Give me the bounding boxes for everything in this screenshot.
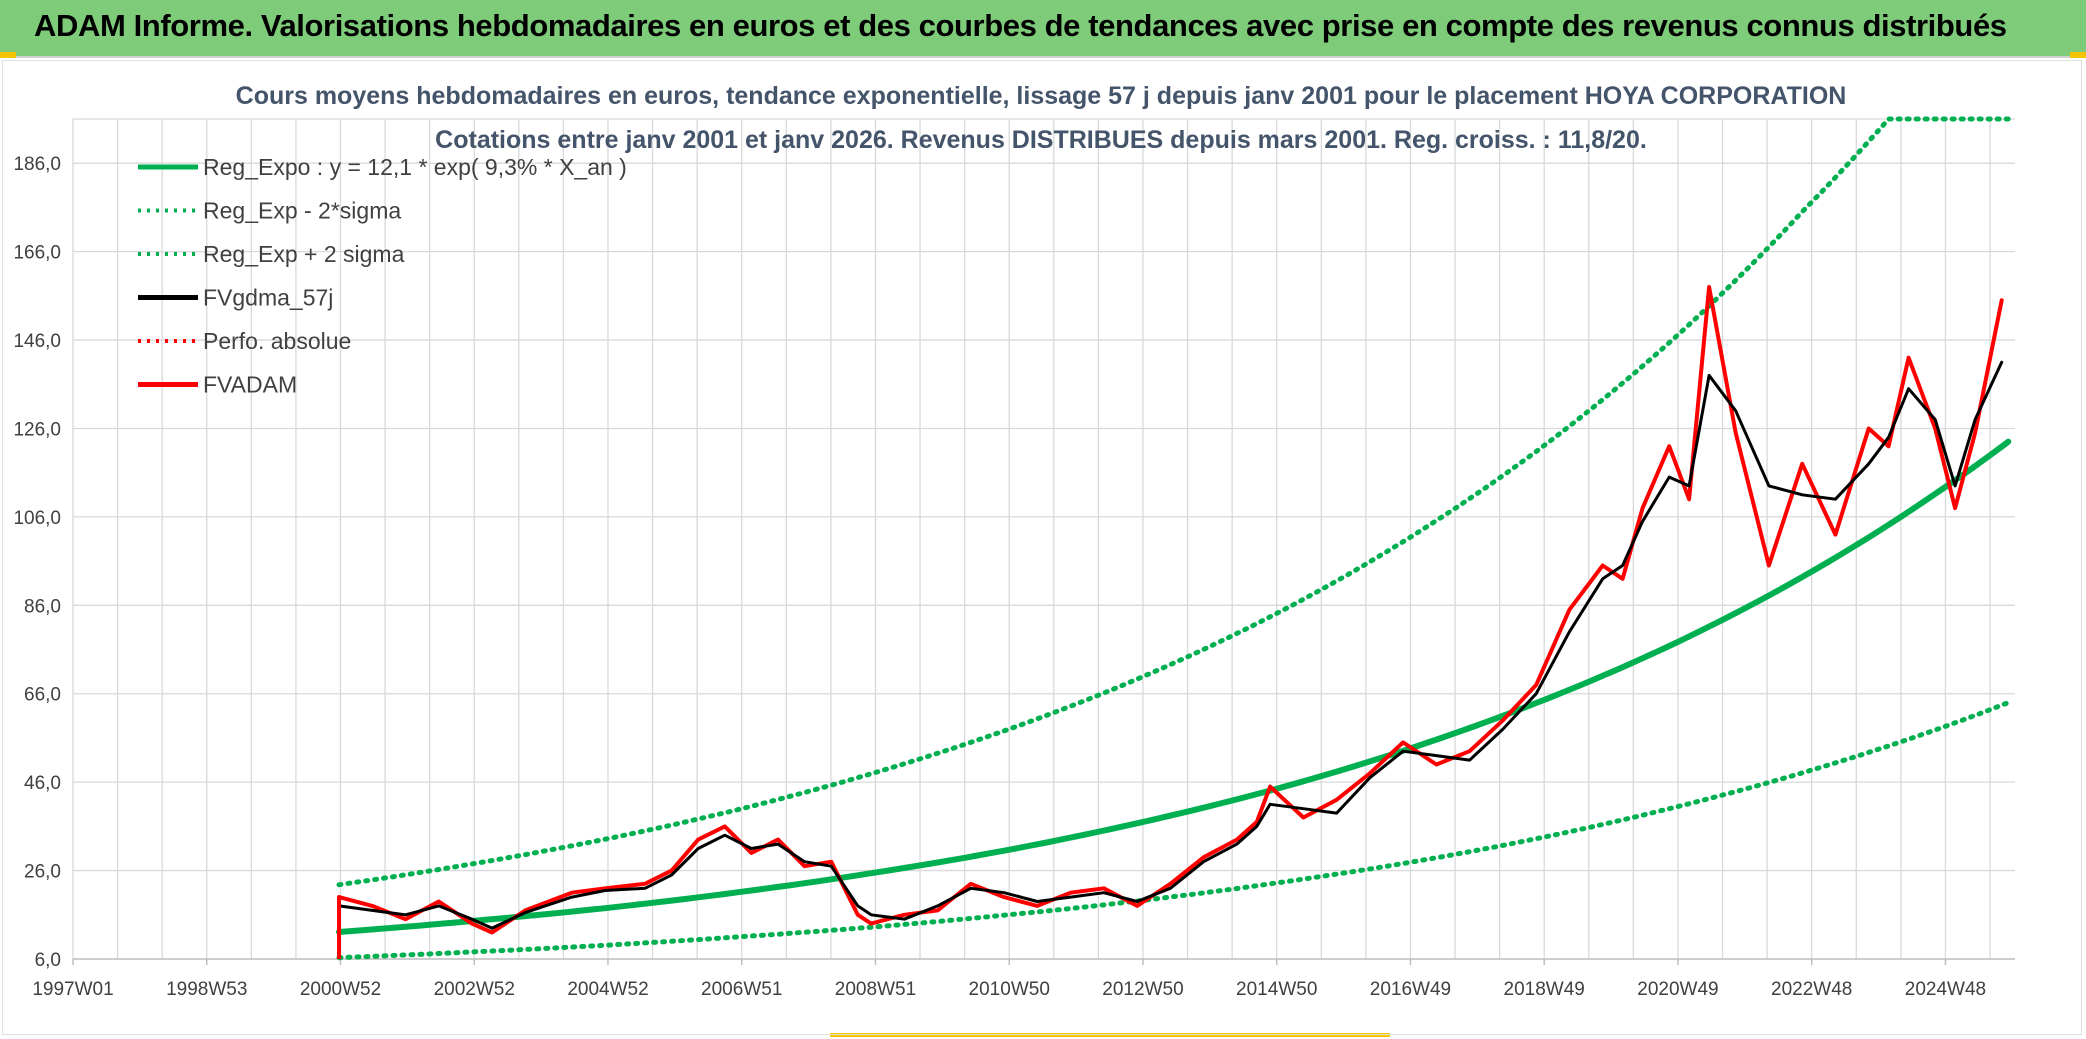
y-axis-ticks: 6,0 26,0 46,0 66,0 86,0 106,0 126,0 146,0 166,0 1… xyxy=(13,154,61,971)
corner-accent-bottom xyxy=(830,1033,1390,1037)
chart: Cours moyens hebdomadaires en euros, ten… xyxy=(13,82,2015,1000)
x-tick-label: 2024W48 xyxy=(1905,979,1986,1000)
series-fvadam xyxy=(337,285,2004,935)
series-group xyxy=(336,116,2012,961)
x-tick-label: 2020W49 xyxy=(1637,979,1718,1000)
chart-title-line2: Cotations entre janv 2001 et janv 2026. … xyxy=(435,126,1647,154)
y-tick-label: 66,0 xyxy=(24,685,61,706)
x-tick-label: 2002W52 xyxy=(434,979,515,1000)
y-tick-label: 106,0 xyxy=(13,508,61,529)
legend: Reg_Expo : y = 12,1 * exp( 9,3% * X_an )… xyxy=(138,154,627,398)
x-tick-label: 2010W50 xyxy=(969,979,1050,1000)
x-tick-label: 2006W51 xyxy=(701,979,782,1000)
series-reg-exp-2-sigma xyxy=(336,116,2011,888)
x-tick-label: 2008W51 xyxy=(835,979,916,1000)
report-title: ADAM Informe. Valorisations hebdomadaire… xyxy=(34,8,2007,43)
legend-label: FVADAM xyxy=(203,372,297,398)
series-fvgdma-57j xyxy=(337,360,2004,930)
y-tick-label: 186,0 xyxy=(13,154,61,175)
y-tick-label: 166,0 xyxy=(13,243,61,264)
x-tick-label: 2004W52 xyxy=(567,979,648,1000)
series-reg-expo xyxy=(336,438,2012,935)
y-tick-label: 86,0 xyxy=(24,596,61,617)
corner-accent-right xyxy=(2070,52,2086,58)
x-axis-ticks: 1997W01 1998W53 2000W52 2002W52 2004W52 2006W… xyxy=(32,959,1986,1000)
x-tick-label: 2014W50 xyxy=(1236,979,1317,1000)
y-tick-label: 6,0 xyxy=(35,950,61,971)
chart-title-line1: Cours moyens hebdomadaires en euros, ten… xyxy=(236,82,1847,110)
x-tick-label: 2018W49 xyxy=(1504,979,1585,1000)
y-tick-label: 146,0 xyxy=(13,331,61,352)
y-tick-label: 26,0 xyxy=(24,862,61,883)
x-tick-label: 2000W52 xyxy=(300,979,381,1000)
x-tick-label: 1998W53 xyxy=(166,979,247,1000)
legend-label: Perfo. absolue xyxy=(203,328,351,354)
x-tick-label: 2022W48 xyxy=(1771,979,1852,1000)
y-tick-label: 126,0 xyxy=(13,419,61,440)
legend-label: FVgdma_57j xyxy=(203,285,333,311)
corner-accent-left xyxy=(0,52,16,58)
series-reg-exp-2-sigma xyxy=(336,700,2011,961)
report-banner: ADAM Informe. Valorisations hebdomadaire… xyxy=(0,0,2086,58)
chart-frame: Cours moyens hebdomadaires en euros, ten… xyxy=(2,60,2082,1035)
legend-label: Reg_Exp + 2 sigma xyxy=(203,241,405,267)
legend-label: Reg_Exp - 2*sigma xyxy=(203,198,401,224)
x-tick-label: 1997W01 xyxy=(32,979,113,1000)
x-tick-label: 2012W50 xyxy=(1102,979,1183,1000)
legend-label: Reg_Expo : y = 12,1 * exp( 9,3% * X_an ) xyxy=(203,154,627,180)
x-tick-label: 2016W49 xyxy=(1370,979,1451,1000)
y-tick-label: 46,0 xyxy=(24,773,61,794)
